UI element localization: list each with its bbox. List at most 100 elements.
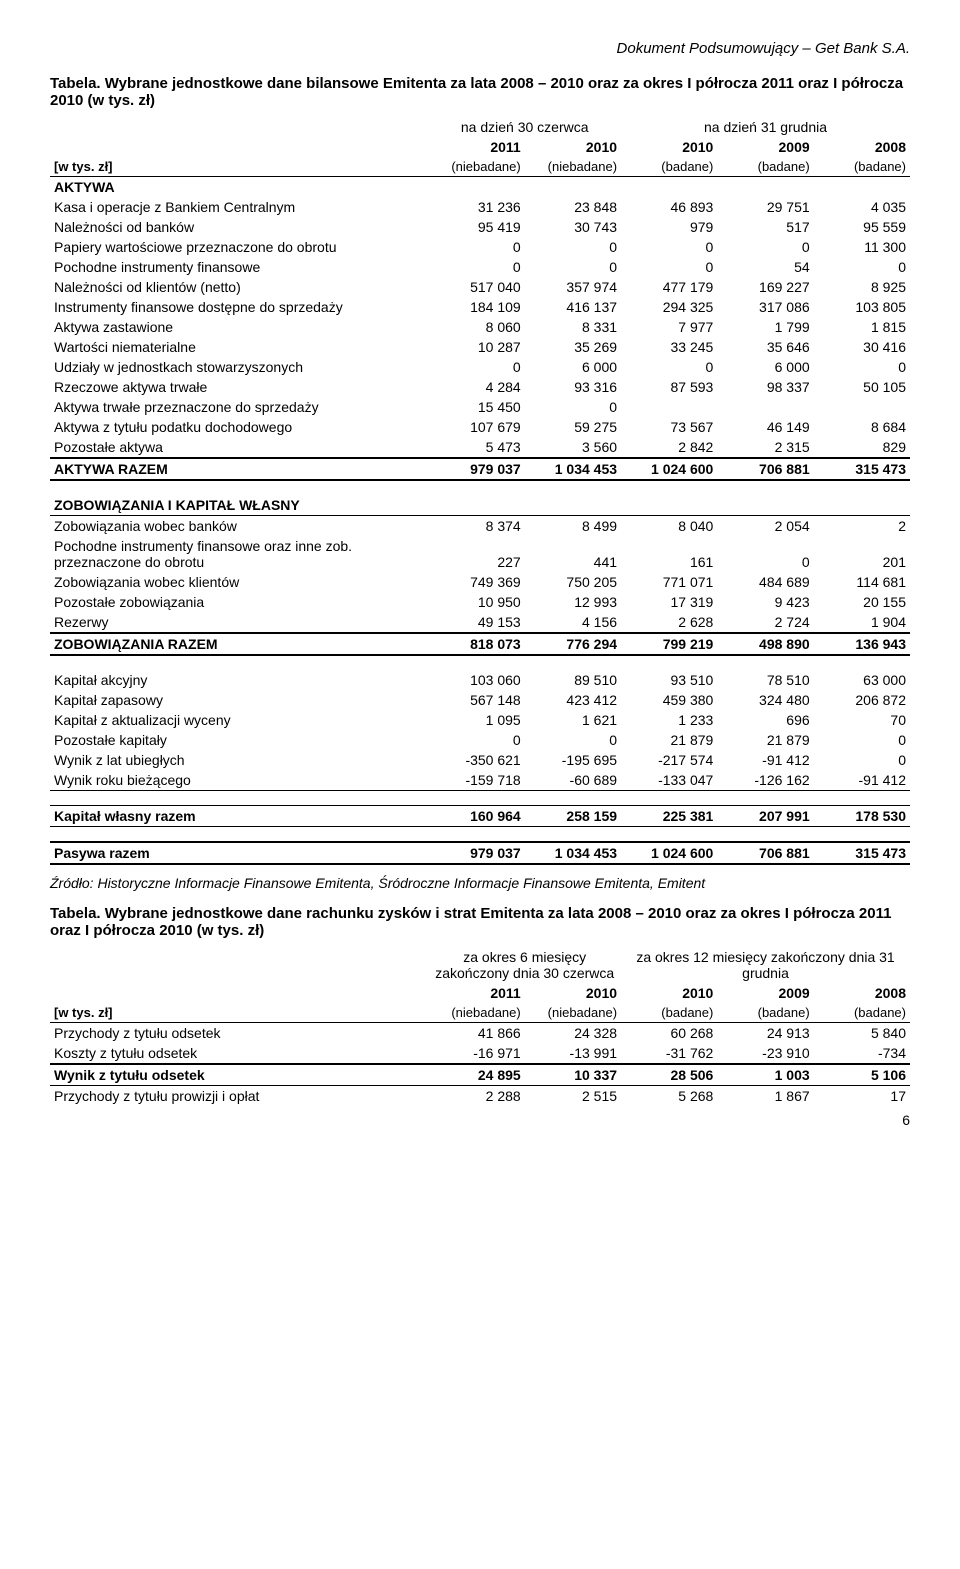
row-label: Aktywa z tytułu podatku dochodowego — [50, 417, 428, 437]
cell — [717, 397, 813, 417]
cell: 31 236 — [428, 197, 524, 217]
cell: 2 315 — [717, 437, 813, 458]
cell: 2 054 — [717, 516, 813, 537]
audit-status: (badane) — [814, 157, 910, 177]
cell: 2 515 — [525, 1086, 621, 1107]
cell: 0 — [525, 237, 621, 257]
row-label: Rzeczowe aktywa trwałe — [50, 377, 428, 397]
cell: 50 105 — [814, 377, 910, 397]
cell: 8 374 — [428, 516, 524, 537]
aktywa-razem-row: AKTYWA RAZEM 979 037 1 034 453 1 024 600… — [50, 458, 910, 480]
cell: 8 499 — [525, 516, 621, 537]
total-val: 24 895 — [428, 1064, 524, 1086]
income-table: za okres 6 miesięcy zakończony dnia 30 c… — [50, 947, 910, 1106]
cell: 35 269 — [525, 337, 621, 357]
total-val: 258 159 — [525, 806, 621, 827]
cell: 169 227 — [717, 277, 813, 297]
table-row: Papiery wartościowe przeznaczone do obro… — [50, 237, 910, 257]
balance-table: na dzień 30 czerwca na dzień 31 grudnia … — [50, 117, 910, 865]
row-label: Wynik roku bieżącego — [50, 770, 428, 791]
table2-title: Tabela. Wybrane jednostkowe dane rachunk… — [50, 905, 910, 939]
total-val: 28 506 — [621, 1064, 717, 1086]
unit-label: [w tys. zł] — [50, 157, 428, 177]
cell: -133 047 — [621, 770, 717, 791]
cell: 8 684 — [814, 417, 910, 437]
aktywa-header-row: AKTYWA — [50, 177, 910, 198]
cell: 8 925 — [814, 277, 910, 297]
year: 2009 — [717, 137, 813, 157]
cell: 1 095 — [428, 710, 524, 730]
cell: 15 450 — [428, 397, 524, 417]
cell: 21 879 — [717, 730, 813, 750]
row-label: Przychody z tytułu odsetek — [50, 1023, 428, 1044]
sublabel-row: [w tys. zł] (niebadane) (niebadane) (bad… — [50, 157, 910, 177]
cell: 749 369 — [428, 572, 524, 592]
year: 2010 — [621, 137, 717, 157]
cell: 98 337 — [717, 377, 813, 397]
table-row: Kapitał zapasowy567 148423 412459 380324… — [50, 690, 910, 710]
year: 2008 — [814, 983, 910, 1003]
table-row: Wynik roku bieżącego-159 718-60 689-133 … — [50, 770, 910, 791]
cell: 0 — [525, 397, 621, 417]
year: 2009 — [717, 983, 813, 1003]
cell: 59 275 — [525, 417, 621, 437]
cell: 93 316 — [525, 377, 621, 397]
cell: 696 — [717, 710, 813, 730]
cell: -195 695 — [525, 750, 621, 770]
kapital-razem-row: Kapitał własny razem 160 964 258 159 225… — [50, 806, 910, 827]
row-label: Pochodne instrumenty finansowe — [50, 257, 428, 277]
cell: 6 000 — [717, 357, 813, 377]
cell: 89 510 — [525, 670, 621, 690]
cell: 17 319 — [621, 592, 717, 612]
year: 2011 — [428, 137, 524, 157]
row-label: Aktywa trwałe przeznaczone do sprzedaży — [50, 397, 428, 417]
cell: 5 840 — [814, 1023, 910, 1044]
cell: -13 991 — [525, 1043, 621, 1064]
cell: -734 — [814, 1043, 910, 1064]
cell: 17 — [814, 1086, 910, 1107]
cell: 0 — [525, 730, 621, 750]
unit-label: [w tys. zł] — [50, 1003, 428, 1023]
cell: -91 412 — [814, 770, 910, 791]
cell: 423 412 — [525, 690, 621, 710]
table1-title: Tabela. Wybrane jednostkowe dane bilanso… — [50, 75, 910, 109]
table-row: Rezerwy49 1534 1562 6282 7241 904 — [50, 612, 910, 633]
total-label: AKTYWA RAZEM — [50, 458, 428, 480]
row-label: Pozostałe aktywa — [50, 437, 428, 458]
audit-status: (badane) — [621, 1003, 717, 1023]
table-row: Instrumenty finansowe dostępne do sprzed… — [50, 297, 910, 317]
cell: 750 205 — [525, 572, 621, 592]
year: 2011 — [428, 983, 524, 1003]
cell: 54 — [717, 257, 813, 277]
cell: 484 689 — [717, 572, 813, 592]
document-header: Dokument Podsumowujący – Get Bank S.A. — [50, 40, 910, 57]
cell: -159 718 — [428, 770, 524, 791]
cell: 294 325 — [621, 297, 717, 317]
years-row2: 2011 2010 2010 2009 2008 — [50, 983, 910, 1003]
cell: 829 — [814, 437, 910, 458]
total-val: 498 890 — [717, 633, 813, 655]
cell: 10 287 — [428, 337, 524, 357]
cell: 0 — [525, 257, 621, 277]
cell: 6 000 — [525, 357, 621, 377]
cell: 63 000 — [814, 670, 910, 690]
cell: 227 — [428, 536, 524, 572]
table-row: Pochodne instrumenty finansowe000540 — [50, 257, 910, 277]
total-label: ZOBOWIĄZANIA RAZEM — [50, 633, 428, 655]
cell: -126 162 — [717, 770, 813, 791]
total-val: 1 034 453 — [525, 458, 621, 480]
cell: 24 913 — [717, 1023, 813, 1044]
cell: 184 109 — [428, 297, 524, 317]
row-label: Przychody z tytułu prowizji i opłat — [50, 1086, 428, 1107]
cell: 0 — [814, 730, 910, 750]
cell — [814, 397, 910, 417]
table-row: Kasa i operacje z Bankiem Centralnym31 2… — [50, 197, 910, 217]
cell: 1 621 — [525, 710, 621, 730]
cell: 416 137 — [525, 297, 621, 317]
zobkap-header-row: ZOBOWIĄZANIA I KAPITAŁ WŁASNY — [50, 495, 910, 516]
cell: 1 904 — [814, 612, 910, 633]
table-row: Kapitał akcyjny103 06089 51093 51078 510… — [50, 670, 910, 690]
audit-status: (badane) — [814, 1003, 910, 1023]
table-row: Koszty z tytułu odsetek-16 971-13 991-31… — [50, 1043, 910, 1064]
total-val: 178 530 — [814, 806, 910, 827]
